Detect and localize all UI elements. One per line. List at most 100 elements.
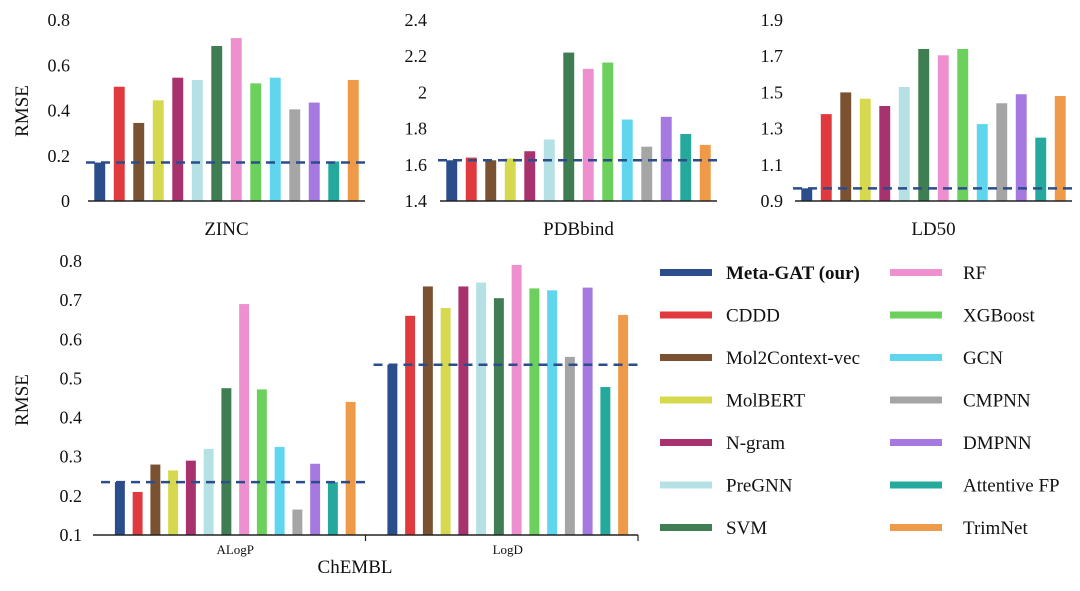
legend-swatch: [660, 354, 712, 361]
legend-swatch: [890, 439, 942, 446]
bar: [600, 387, 611, 535]
bar: [618, 315, 629, 535]
bar: [230, 38, 242, 201]
legend-label: Attentive FP: [963, 476, 1060, 497]
y-tick-label: 1.5: [761, 82, 784, 102]
bar: [211, 46, 223, 201]
legend-swatch: [890, 354, 942, 361]
bar: [476, 282, 487, 535]
legend-item: CDDD: [660, 306, 780, 327]
bar: [699, 144, 711, 201]
bar: [1015, 94, 1027, 201]
bar: [547, 290, 558, 535]
legend-item: GCN: [890, 348, 1003, 369]
bar: [898, 86, 910, 201]
bar: [820, 114, 832, 201]
y-tick-label: 0.6: [60, 329, 83, 349]
bar: [937, 55, 949, 201]
legend-swatch: [890, 311, 942, 319]
bar: [957, 48, 969, 202]
legend-item: PreGNN: [660, 476, 793, 497]
chart-panel-2: 0.9 1.1 1.3 1.5 1.7 1.9 LD50: [761, 10, 1074, 240]
legend-item: SVM: [660, 518, 767, 539]
bar: [256, 389, 267, 535]
x-axis-title: PDBbind: [543, 219, 614, 240]
bar: [524, 151, 536, 201]
bar: [114, 482, 125, 535]
legend-item: Meta-GAT (our): [660, 263, 860, 284]
bar: [132, 491, 143, 535]
bar: [840, 92, 852, 201]
bar: [511, 264, 522, 535]
legend-swatch: [660, 311, 712, 319]
bar: [94, 162, 106, 201]
legend-swatch: [660, 481, 712, 489]
chart-panel-1: 1.4 1.6 1.8 2 2.2 2.4 PDBbind: [405, 10, 719, 240]
y-tick-label: 1.8: [405, 119, 428, 139]
bar: [543, 139, 555, 201]
x-axis-title: ZINC: [204, 219, 248, 240]
y-tick-label: 0.4: [60, 408, 83, 428]
y-tick-label: 0.2: [48, 146, 71, 166]
legend-label: CDDD: [726, 306, 780, 327]
bar: [1035, 137, 1047, 201]
bar: [152, 100, 164, 201]
x-category-label: ALogP: [216, 542, 254, 557]
legend-item: Mol2Context-vec: [660, 348, 860, 369]
y-tick-label: 0: [61, 191, 70, 211]
bar: [203, 448, 214, 535]
charts-layer: 0 0.2 0.4 0.6 0.8 ZINC RMSE 1.4 1.6 1.8 2 2.2 2.4 PDB…: [12, 10, 1074, 578]
bar: [1054, 96, 1066, 201]
bar: [504, 158, 516, 201]
bar: [308, 102, 320, 201]
bar: [387, 364, 398, 535]
legend-item: N-gram: [660, 433, 785, 454]
legend-swatch: [660, 524, 712, 531]
legend-item: RF: [890, 263, 986, 284]
legend-item: CMPNN: [890, 391, 1031, 412]
legend-label: PreGNN: [726, 476, 793, 497]
legend-swatch: [890, 396, 942, 404]
bar: [879, 105, 891, 201]
bar: [191, 79, 203, 201]
bar: [564, 356, 575, 535]
bar: [660, 116, 672, 201]
bar: [446, 160, 458, 201]
y-tick-label: 0.5: [60, 368, 83, 388]
chart-panel-3: 0.1 0.2 0.3 0.4 0.5 0.6 0.7 0.8 ALogP LogD ChEMBL R…: [12, 251, 640, 578]
legend: Meta-GAT (our) CDDD Mol2Context-vec MolBERT…: [660, 263, 1060, 539]
y-tick-label: 1.4: [405, 191, 428, 211]
x-axis-title: LD50: [911, 219, 955, 240]
y-tick-label: 1.3: [761, 119, 784, 139]
bar: [485, 160, 497, 201]
legend-swatch: [660, 269, 712, 276]
legend-swatch: [890, 269, 942, 276]
y-tick-label: 1.9: [761, 10, 784, 30]
bar: [440, 307, 451, 535]
x-category-label: LogD: [493, 542, 523, 557]
bar: [582, 287, 593, 535]
legend-item: MolBERT: [660, 391, 805, 412]
legend-label: Meta-GAT (our): [726, 263, 860, 284]
bar: [310, 463, 321, 535]
bar: [274, 446, 285, 535]
legend-item: Attentive FP: [890, 476, 1060, 497]
legend-label: XGBoost: [963, 306, 1036, 327]
y-tick-label: 1.6: [405, 155, 428, 175]
bar: [529, 288, 540, 535]
legend-label: Mol2Context-vec: [726, 348, 860, 369]
legend-swatch: [660, 396, 712, 404]
bar: [239, 304, 250, 535]
legend-swatch: [660, 439, 712, 446]
bar: [347, 79, 359, 201]
bar: [168, 470, 179, 535]
legend-label: GCN: [963, 348, 1003, 369]
bar: [422, 286, 433, 535]
y-tick-label: 0.8: [60, 251, 83, 271]
bar: [621, 119, 633, 201]
y-tick-label: 0.1: [60, 525, 83, 545]
bar: [345, 401, 356, 535]
bar: [458, 286, 469, 535]
bar: [465, 157, 477, 201]
